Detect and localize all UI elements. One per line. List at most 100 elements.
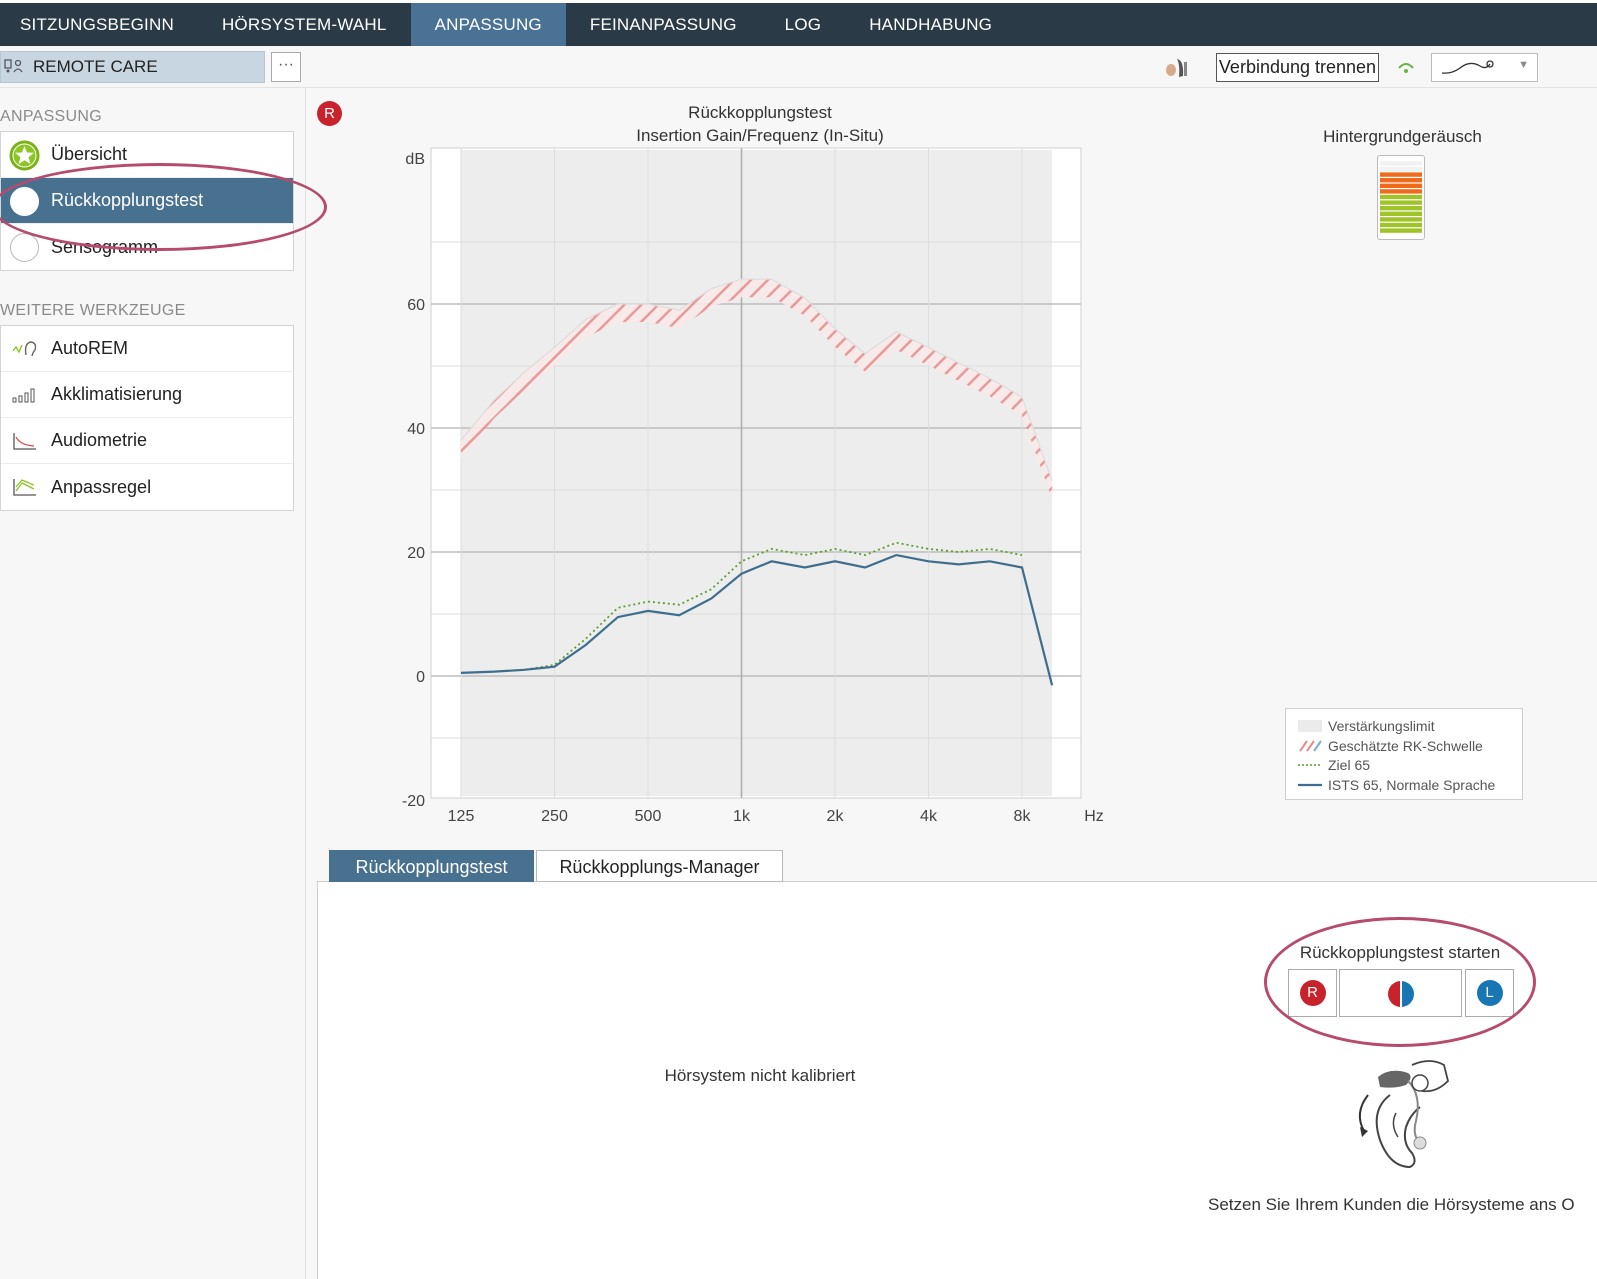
remote-people-icon xyxy=(4,58,26,77)
x-tick-label: 250 xyxy=(541,808,568,825)
meter-segment xyxy=(1380,172,1422,177)
tab-log[interactable]: LOG xyxy=(784,15,822,34)
x-tick-label: 1k xyxy=(733,808,751,825)
x-tick-label: 4k xyxy=(920,808,938,825)
dotted-line-icon xyxy=(1298,764,1322,766)
hearing-aid-pair-icon xyxy=(1163,56,1189,80)
section-label-anpassung: ANPASSUNG xyxy=(0,108,102,125)
ear-fitting-illustration xyxy=(1350,1055,1460,1180)
x-tick-label: 500 xyxy=(635,808,662,825)
circle-icon xyxy=(10,187,39,216)
hatch-swatch-icon xyxy=(1299,740,1322,752)
section-label-weitere-werkzeuge: WEITERE WERKZEUGE xyxy=(0,302,186,319)
programming-device-dropdown[interactable]: ▼ xyxy=(1431,53,1538,82)
audiogram-icon xyxy=(12,431,38,451)
chevron-down-icon: ▼ xyxy=(1518,59,1529,71)
start-both-button[interactable] xyxy=(1339,969,1462,1017)
meter-segment xyxy=(1380,228,1422,233)
series-rk-threshold-line xyxy=(460,278,1053,481)
chart-legend: Verstärkungslimit Geschätzte RK-Schwelle… xyxy=(1285,708,1523,800)
gain-limit-area xyxy=(461,150,1053,796)
y-tick-label: 40 xyxy=(407,421,425,438)
sidebar-item-akklimatisierung[interactable]: Akklimatisierung xyxy=(1,372,293,418)
left-badge: L xyxy=(1476,980,1503,1006)
meter-segment xyxy=(1380,161,1422,166)
sidebar-item-label: Übersicht xyxy=(51,144,128,164)
legend-label: Verstärkungslimit xyxy=(1328,718,1435,734)
meter-segment xyxy=(1380,189,1422,194)
legend-label: Ziel 65 xyxy=(1328,757,1371,773)
x-tick-label: 8k xyxy=(1014,808,1032,825)
feedback-chart: -20 0 20 40 60 dB 125 250 500 1k 2k 4k 8k Hz xyxy=(402,147,1104,825)
remote-care-label: REMOTE CARE xyxy=(33,57,158,76)
tab-sitzungsbeginn[interactable]: SITZUNGSBEGINN xyxy=(20,15,174,34)
calibration-status: Hörsystem nicht kalibriert xyxy=(664,1066,856,1085)
x-axis-unit: Hz xyxy=(1084,808,1104,825)
sidebar-item-sensogramm[interactable]: Sensogramm xyxy=(1,224,293,270)
both-sides-icon xyxy=(1387,980,1415,1013)
y-tick-label: 0 xyxy=(416,669,425,686)
meter-segment xyxy=(1380,166,1422,172)
chart-title: Rückkopplungstest xyxy=(688,103,832,122)
y-tick-label: 20 xyxy=(407,545,425,562)
legend-item: Geschätzte RK-Schwelle xyxy=(1298,736,1483,756)
grey-swatch-icon xyxy=(1298,720,1322,732)
sidebar-item-label: Audiometrie xyxy=(51,430,148,450)
x-tick-label: 2k xyxy=(827,808,845,825)
disconnect-button[interactable]: Verbindung trennen xyxy=(1216,53,1379,82)
instruction-text: Setzen Sie Ihrem Kunden die Hörsysteme a… xyxy=(1208,1195,1575,1214)
meter-segment xyxy=(1380,194,1422,200)
background-noise-meter xyxy=(1377,155,1425,240)
sidebar-item-audiometrie[interactable]: Audiometrie xyxy=(1,418,293,464)
meter-segment xyxy=(1380,200,1422,205)
solid-line-icon xyxy=(1298,783,1322,787)
background-noise-label: Hintergrundgeräusch xyxy=(1323,127,1482,146)
anpassung-panel: Übersicht Rückkopplungstest Sensogramm xyxy=(0,131,294,271)
fitting-rule-icon xyxy=(12,477,38,497)
sidebar-item-label: Akklimatisierung xyxy=(51,384,183,404)
x-tick-label: 125 xyxy=(448,808,475,825)
right-badge: R xyxy=(1299,980,1326,1006)
sidebar-item-uebersicht[interactable]: Übersicht xyxy=(1,132,293,178)
tab-rueckkopplungs-manager[interactable]: Rückkopplungs-Manager xyxy=(536,850,783,882)
star-check-icon xyxy=(9,140,40,176)
bars-icon xyxy=(12,385,38,405)
meter-segment xyxy=(1380,217,1422,222)
y-tick-label: 60 xyxy=(407,297,425,314)
start-left-button[interactable]: L xyxy=(1465,969,1514,1017)
more-options-button[interactable]: ··· xyxy=(271,52,301,82)
tab-handhabung[interactable]: HANDHABUNG xyxy=(869,15,993,34)
tab-rueckkopplungstest[interactable]: Rückkopplungstest xyxy=(329,850,534,882)
start-right-button[interactable]: R xyxy=(1288,969,1337,1017)
sidebar-item-label: Rückkopplungstest xyxy=(51,190,204,210)
meter-segment xyxy=(1380,206,1422,211)
start-test-label: Rückkopplungstest starten xyxy=(1299,943,1501,962)
tab-anpassung[interactable]: ANPASSUNG xyxy=(410,3,566,46)
tab-hoersystem-wahl[interactable]: HÖRSYSTEM-WAHL xyxy=(221,15,387,34)
sidebar-item-autorem[interactable]: AutoREM xyxy=(1,326,293,372)
circle-icon xyxy=(10,233,39,262)
sidebar-item-label: AutoREM xyxy=(51,338,129,358)
sidebar: ANPASSUNG Übersicht Rückkopplungstest Se… xyxy=(0,88,306,1279)
sidebar-item-label: Anpassregel xyxy=(51,476,152,497)
toolbar: REMOTE CARE ··· Verbindung trennen ▼ xyxy=(0,46,1597,88)
legend-item: Verstärkungslimit xyxy=(1298,716,1435,736)
sidebar-item-label: Sensogramm xyxy=(51,236,159,257)
connection-signal-icon xyxy=(1395,59,1417,77)
y-axis-unit: dB xyxy=(405,151,425,168)
remote-care-button[interactable]: REMOTE CARE xyxy=(0,51,265,83)
meter-segment xyxy=(1380,222,1422,228)
meter-segment xyxy=(1380,183,1422,188)
legend-item: ISTS 65, Normale Sprache xyxy=(1298,775,1495,795)
y-tick-label: -20 xyxy=(402,793,425,810)
meter-segment xyxy=(1380,178,1422,183)
meter-segment xyxy=(1380,211,1422,216)
right-side-badge: R xyxy=(317,101,342,126)
tab-feinanpassung[interactable]: FEINANPASSUNG xyxy=(589,15,737,34)
legend-label: Geschätzte RK-Schwelle xyxy=(1328,738,1483,754)
sidebar-item-anpassregel[interactable]: Anpassregel xyxy=(1,464,293,510)
sidebar-item-rueckkopplungstest[interactable]: Rückkopplungstest xyxy=(1,178,293,224)
legend-item: Ziel 65 xyxy=(1298,755,1370,775)
main-navigation: SITZUNGSBEGINN HÖRSYSTEM-WAHL ANPASSUNG … xyxy=(0,0,1597,46)
